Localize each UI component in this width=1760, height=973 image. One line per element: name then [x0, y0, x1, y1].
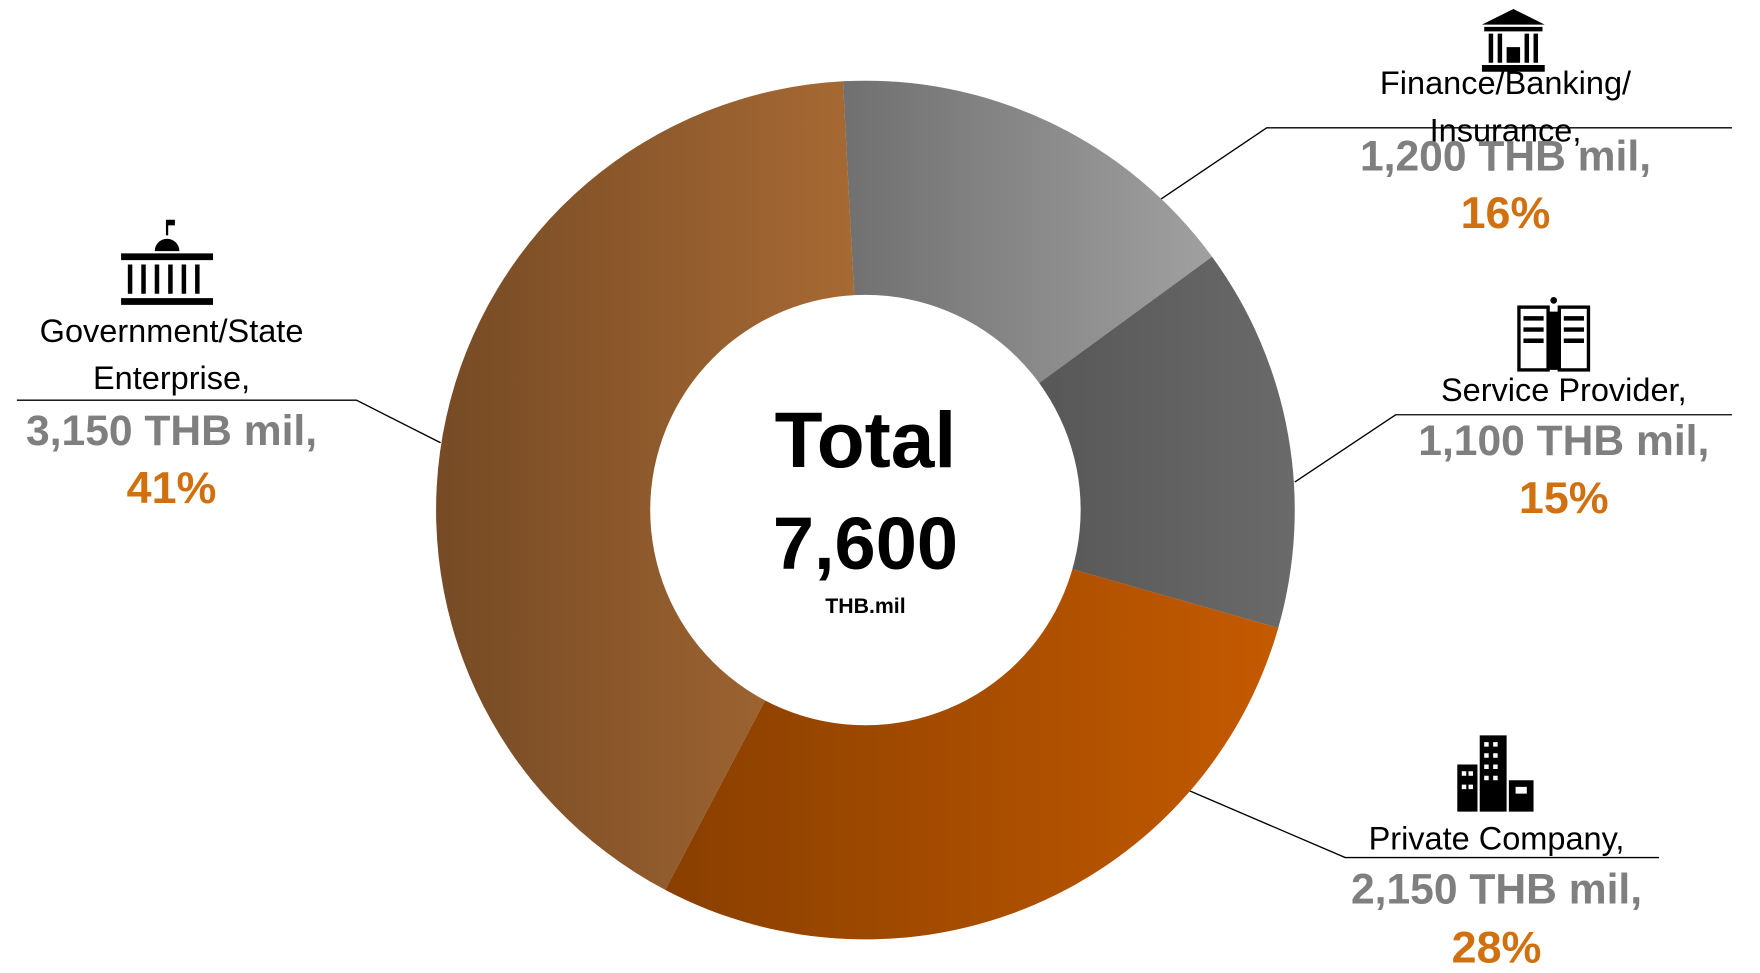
- center-title: Total: [775, 396, 957, 484]
- bank-icon: [1481, 8, 1545, 72]
- center-unit: THB.mil: [825, 594, 905, 618]
- category-label: Government/State Enterprise,: [40, 313, 304, 396]
- leader-line: [1188, 789, 1660, 859]
- leader-line: [1294, 414, 1732, 483]
- leader-line: [1159, 127, 1732, 201]
- category-label: Finance/Banking/Insurance,: [1380, 65, 1632, 148]
- percent-label: 41%: [127, 462, 217, 513]
- value-label: 1,200 THB mil,: [1360, 132, 1651, 180]
- government-icon: [121, 219, 214, 305]
- percent-label: 15%: [1519, 472, 1609, 523]
- server-icon: [1517, 297, 1591, 372]
- value-label: 3,150 THB mil,: [26, 407, 317, 455]
- value-label: 2,150 THB mil,: [1351, 866, 1642, 914]
- building-icon: [1457, 735, 1534, 812]
- leader-line: [16, 399, 441, 444]
- category-label: Service Provider,: [1441, 372, 1687, 408]
- donut-hole: [650, 294, 1081, 726]
- category-label: Private Company,: [1369, 820, 1625, 856]
- percent-label: 28%: [1452, 921, 1542, 972]
- value-label: 1,100 THB mil,: [1418, 417, 1709, 465]
- percent-label: 16%: [1461, 187, 1551, 238]
- center-total: 7,600: [773, 502, 958, 585]
